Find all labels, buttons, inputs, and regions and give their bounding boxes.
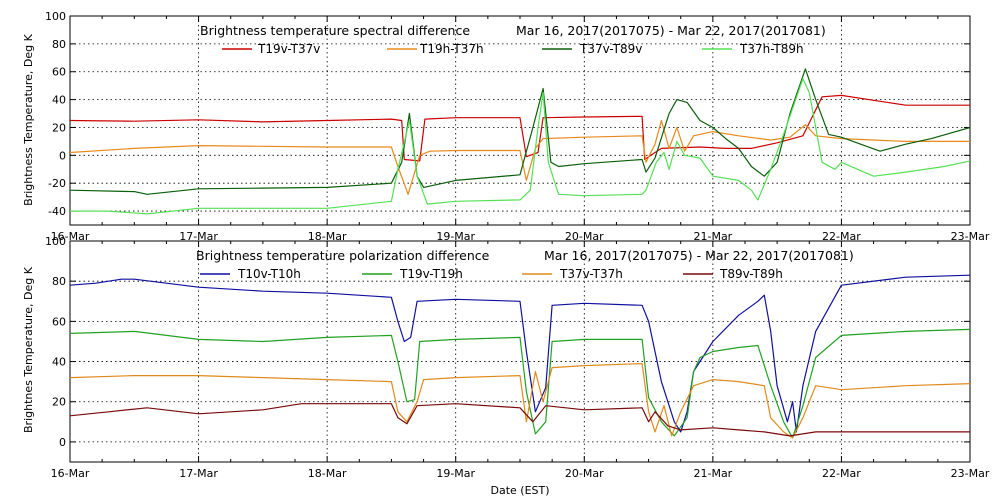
series-lines: [69, 68, 971, 215]
chart-title: Brightness temperature spectral differen…: [200, 23, 470, 38]
legend-label-t37h-t89h: T37h-T89h: [739, 42, 804, 56]
y-axis-label: Brightness Temperature, Deg K: [22, 33, 35, 205]
series-line-t19v-t37v: [69, 94, 970, 162]
legend-label-t10v-t10h: T10v-T10h: [237, 267, 301, 281]
y-tick-label: 0: [59, 149, 66, 162]
chart-date-range: Mar 16, 2017(2017075) - Mar 22, 2017(201…: [516, 23, 826, 38]
y-tick-label: 80: [52, 38, 66, 51]
x-tick-label: 21-Mar: [693, 467, 732, 480]
legend-label-t37v-t89v: T37v-T89v: [579, 42, 642, 56]
x-axis-ticks: 16-Mar 17-Mar 18-Mar 19-Mar 20-Mar 21-Mar 22-M…: [51, 16, 990, 243]
chart-title: Brightness temperature polarization diff…: [196, 248, 490, 263]
x-tick-label: 23-Mar: [951, 467, 990, 480]
y-axis-ticks: -40 -20 0 20 40 60 80 100: [45, 10, 970, 218]
series-line-t37v-t89v: [69, 68, 971, 195]
y-tick-label: 60: [52, 315, 66, 328]
x-tick-label: 16-Mar: [51, 467, 90, 480]
y-tick-label: -40: [48, 205, 66, 218]
series-line-t10v-t10h: [69, 274, 971, 433]
series-lines: [69, 274, 971, 439]
y-tick-label: 80: [52, 275, 66, 288]
polarization-difference-panel: 0 20 40 60 80 100 16-Mar 17-Mar 18-Mar 19-Mar 20-…: [22, 235, 990, 497]
x-tick-label: 19-Mar: [436, 230, 475, 243]
series-line-t19v-t19h: [69, 328, 971, 439]
x-tick-label: 19-Mar: [436, 467, 475, 480]
x-axis-ticks: 16-Mar 17-Mar 18-Mar 19-Mar 20-Mar 21-Mar 22-M…: [51, 241, 990, 480]
legend-label-t37v-t37h: T37v-T37h: [559, 267, 623, 281]
x-tick-label: 18-Mar: [308, 467, 347, 480]
legend-label-t19v-t37v: T19v-T37v: [257, 42, 320, 56]
series-line-t37h-t89h: [70, 78, 971, 215]
x-tick-label: 22-Mar: [822, 467, 861, 480]
x-tick-label: 16-Mar: [51, 230, 90, 243]
y-tick-label: 40: [52, 356, 66, 369]
x-tick-label: 20-Mar: [565, 467, 604, 480]
x-tick-label: 21-Mar: [693, 230, 732, 243]
legend-label-t89v-t89h: T89v-T89h: [719, 267, 783, 281]
series-line-t37v-t37h: [69, 363, 971, 439]
chart-date-range: Mar 16, 2017(2017075) - Mar 22, 2017(201…: [544, 248, 854, 263]
x-tick-label: 17-Mar: [179, 230, 218, 243]
x-tick-label: 18-Mar: [308, 230, 347, 243]
gridlines: [70, 240, 970, 462]
legend-label-t19v-t19h: T19v-T19h: [399, 267, 463, 281]
x-tick-label: 23-Mar: [951, 230, 990, 243]
y-axis-label: Brightnes Temperature, Deg K: [22, 266, 35, 433]
y-tick-label: 40: [52, 94, 66, 107]
y-tick-label: 100: [45, 10, 66, 23]
y-tick-label: -20: [48, 177, 66, 190]
y-tick-label: 60: [52, 66, 66, 79]
y-tick-label: 0: [59, 436, 66, 449]
y-tick-label: 20: [52, 396, 66, 409]
legend-label-t19h-t37h: T19h-T37h: [419, 42, 484, 56]
x-tick-label: 22-Mar: [822, 230, 861, 243]
legend: T19v-T37v T19h-T37h T37v-T89v T37h-T89h: [222, 42, 804, 56]
spectral-difference-panel: -40 -20 0 20 40 60 80 100 16-Mar 17-Mar 18-Mar 19-…: [22, 10, 990, 243]
y-tick-label: 20: [52, 121, 66, 134]
x-axis-label: Date (EST): [490, 484, 549, 497]
legend: T10v-T10h T19v-T19h T37v-T37h T89v-T89h: [200, 267, 783, 281]
x-tick-label: 17-Mar: [179, 467, 218, 480]
y-axis-ticks: 0 20 40 60 80 100: [45, 235, 970, 449]
y-tick-label: 100: [45, 235, 66, 248]
x-tick-label: 20-Mar: [565, 230, 604, 243]
series-line-t89v-t89h: [69, 403, 970, 437]
